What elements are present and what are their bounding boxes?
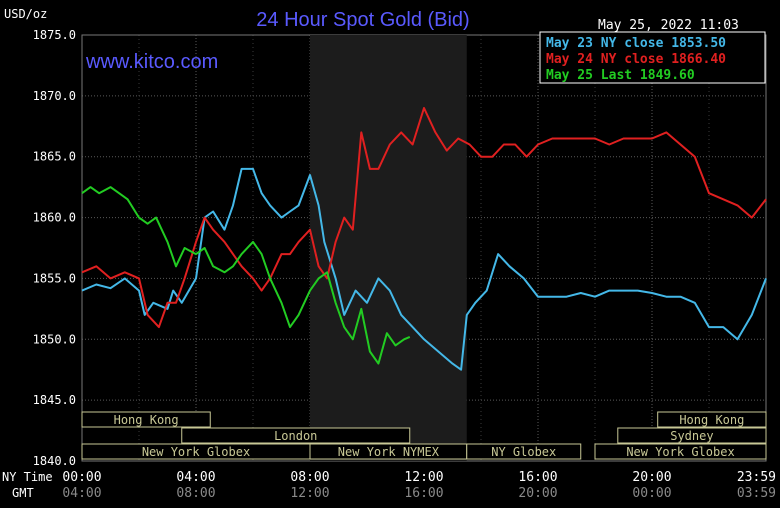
x-tick-label-gmt: 08:00 — [176, 486, 215, 501]
x-tick-label-gmt: 03:59 — [737, 486, 776, 501]
ny-time-label: NY Time — [2, 470, 53, 484]
y-tick-label: 1845.0 — [33, 393, 76, 407]
session-bar — [466, 443, 582, 460]
x-tick-label-gmt: 00:00 — [632, 486, 671, 501]
chart-title: 24 Hour Spot Gold (Bid) — [256, 9, 469, 31]
series-line — [81, 186, 411, 365]
y-tick-label: 1870.0 — [33, 89, 76, 103]
y-tick-label: 1865.0 — [33, 150, 76, 164]
session-bar — [181, 427, 411, 444]
legend-box — [539, 31, 766, 84]
session-label: Hong Kong — [114, 413, 179, 427]
nymex-shade-rect — [310, 35, 467, 461]
legend-item-may24: May 24 NY close 1866.40 — [546, 52, 726, 67]
x-tick-label-ny: 16:00 — [518, 470, 557, 485]
y-tick-label: 1840.0 — [33, 454, 76, 468]
x-tick-label-ny: 23:59 — [737, 470, 776, 485]
x-tick-label-gmt: 04:00 — [62, 486, 101, 501]
nymex-shading — [310, 35, 467, 461]
y-tick-label: 1860.0 — [33, 211, 76, 225]
gmt-label: GMT — [12, 486, 34, 500]
y-tick-label: 1855.0 — [33, 271, 76, 285]
x-tick-label-gmt: 20:00 — [518, 486, 557, 501]
session-label: Hong Kong — [679, 413, 744, 427]
x-tick-label-ny: 20:00 — [632, 470, 671, 485]
session-bars: Hong Kong Hong Kong London Sydney New York G… — [81, 411, 767, 460]
x-tick-label-gmt: 12:00 — [290, 486, 329, 501]
session-bar — [81, 411, 211, 428]
legend-item-may25: May 25 Last 1849.60 — [546, 68, 695, 83]
session-bar — [594, 443, 767, 460]
series-line — [81, 107, 767, 329]
x-tick-label-ny: 12:00 — [404, 470, 443, 485]
series-line — [81, 167, 767, 371]
session-label: Sydney — [670, 429, 713, 443]
y-tick-label: 1875.0 — [33, 28, 76, 42]
session-label: London — [274, 429, 317, 443]
session-label: New York Globex — [142, 445, 250, 459]
price-series — [81, 107, 767, 371]
x-tick-label-gmt: 16:00 — [404, 486, 443, 501]
x-tick-label-ny: 00:00 — [62, 470, 101, 485]
y-axis-ticks: 1875.0 1870.0 1865.0 1860.0 1855.0 1850.0 1845… — [33, 28, 76, 468]
session-label: New York NYMEX — [338, 445, 440, 459]
session-label: New York Globex — [626, 445, 734, 459]
x-tick-label-ny: 04:00 — [176, 470, 215, 485]
legend-item-may23: May 23 NY close 1853.50 — [546, 36, 726, 51]
x-tick-label-ny: 08:00 — [290, 470, 329, 485]
y-tick-label: 1850.0 — [33, 332, 76, 346]
x-axis-ticks: 00:0004:0004:0008:0008:0012:0012:0016:00… — [62, 470, 776, 501]
session-bar — [617, 427, 767, 444]
session-bar — [657, 411, 767, 428]
timestamp: May 25, 2022 11:03 — [598, 18, 739, 33]
session-label: NY Globex — [491, 445, 556, 459]
legend: May 23 NY close 1853.50 May 24 NY close … — [539, 31, 766, 84]
units-label: USD/oz — [4, 7, 47, 21]
watermark: www.kitco.com — [85, 51, 218, 73]
